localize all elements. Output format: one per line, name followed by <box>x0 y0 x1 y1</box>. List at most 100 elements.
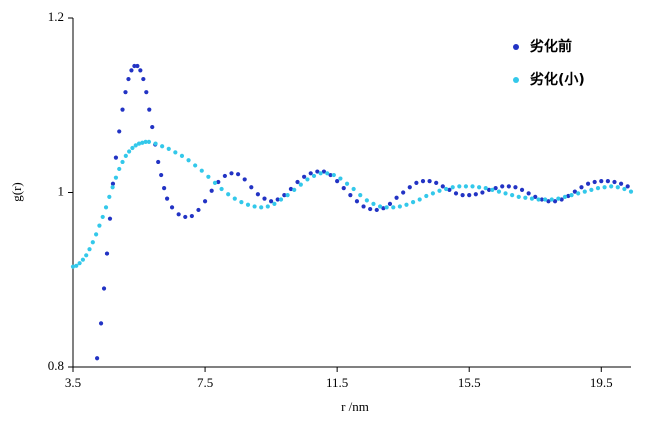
point <box>140 140 145 145</box>
point <box>143 139 148 144</box>
point <box>110 185 115 190</box>
point <box>133 143 138 148</box>
point <box>384 205 389 210</box>
point <box>592 179 597 185</box>
point <box>427 179 432 184</box>
point <box>615 185 620 190</box>
point <box>477 185 482 190</box>
point <box>110 181 116 186</box>
point <box>526 191 531 196</box>
point <box>278 197 284 202</box>
point <box>77 261 82 266</box>
point <box>387 201 393 206</box>
point <box>126 76 131 82</box>
point <box>569 193 574 198</box>
point <box>196 207 201 213</box>
point <box>516 194 521 199</box>
point <box>95 356 100 361</box>
point <box>199 168 204 173</box>
legend-label: 劣化(小) <box>530 71 585 88</box>
point <box>153 141 158 146</box>
point <box>146 139 152 144</box>
point <box>269 199 274 204</box>
point <box>193 163 198 168</box>
y-tick-label: 1.2 <box>48 9 64 24</box>
point <box>420 179 426 184</box>
point <box>209 188 214 193</box>
point <box>262 196 267 201</box>
point <box>165 196 170 201</box>
point <box>275 197 280 202</box>
point <box>252 204 257 209</box>
point <box>162 186 167 191</box>
point <box>328 172 333 178</box>
point <box>219 186 224 192</box>
point <box>500 184 505 189</box>
point <box>628 189 634 194</box>
point <box>117 129 122 134</box>
y-tick-label: 0.8 <box>48 358 64 373</box>
point <box>104 251 110 256</box>
point <box>127 149 132 154</box>
point <box>566 193 571 199</box>
point <box>101 286 107 291</box>
point <box>523 195 528 200</box>
point <box>552 199 558 204</box>
point <box>222 173 227 179</box>
point <box>325 171 330 176</box>
point <box>602 185 607 190</box>
legend-marker <box>513 44 519 50</box>
point <box>605 179 610 184</box>
point <box>536 197 541 202</box>
point <box>404 202 409 207</box>
point <box>391 205 396 210</box>
point <box>513 185 518 190</box>
point <box>100 214 105 220</box>
point <box>562 194 568 199</box>
x-tick-label: 19.5 <box>590 375 613 390</box>
point <box>351 186 356 192</box>
point <box>361 204 366 209</box>
point <box>556 196 561 201</box>
point <box>285 193 290 198</box>
point <box>173 150 178 155</box>
point <box>437 188 442 193</box>
point <box>117 166 122 172</box>
point <box>625 184 630 189</box>
point <box>315 169 320 174</box>
point <box>440 184 445 189</box>
point <box>272 201 277 206</box>
point <box>123 153 128 158</box>
point <box>335 179 340 184</box>
point <box>368 206 373 212</box>
point <box>490 187 495 192</box>
point <box>206 174 211 179</box>
point <box>377 204 383 209</box>
point <box>480 190 485 195</box>
point <box>467 193 472 198</box>
point <box>249 185 254 190</box>
x-tick-label: 3.5 <box>65 375 81 390</box>
point <box>212 180 218 186</box>
point <box>599 179 604 184</box>
point <box>232 196 237 201</box>
point <box>338 176 343 181</box>
point <box>549 197 554 202</box>
point <box>318 171 323 176</box>
point <box>364 198 369 203</box>
point <box>473 192 478 197</box>
point <box>298 182 303 187</box>
point <box>136 141 142 146</box>
point <box>444 186 449 192</box>
point <box>239 199 244 205</box>
point <box>533 194 538 199</box>
point <box>202 199 208 204</box>
point <box>87 247 92 252</box>
x-tick-label: 11.5 <box>326 375 348 390</box>
y-axis-label: g(r) <box>9 182 24 202</box>
point <box>135 63 140 69</box>
point <box>144 90 149 95</box>
point <box>519 187 525 192</box>
point <box>595 186 601 191</box>
